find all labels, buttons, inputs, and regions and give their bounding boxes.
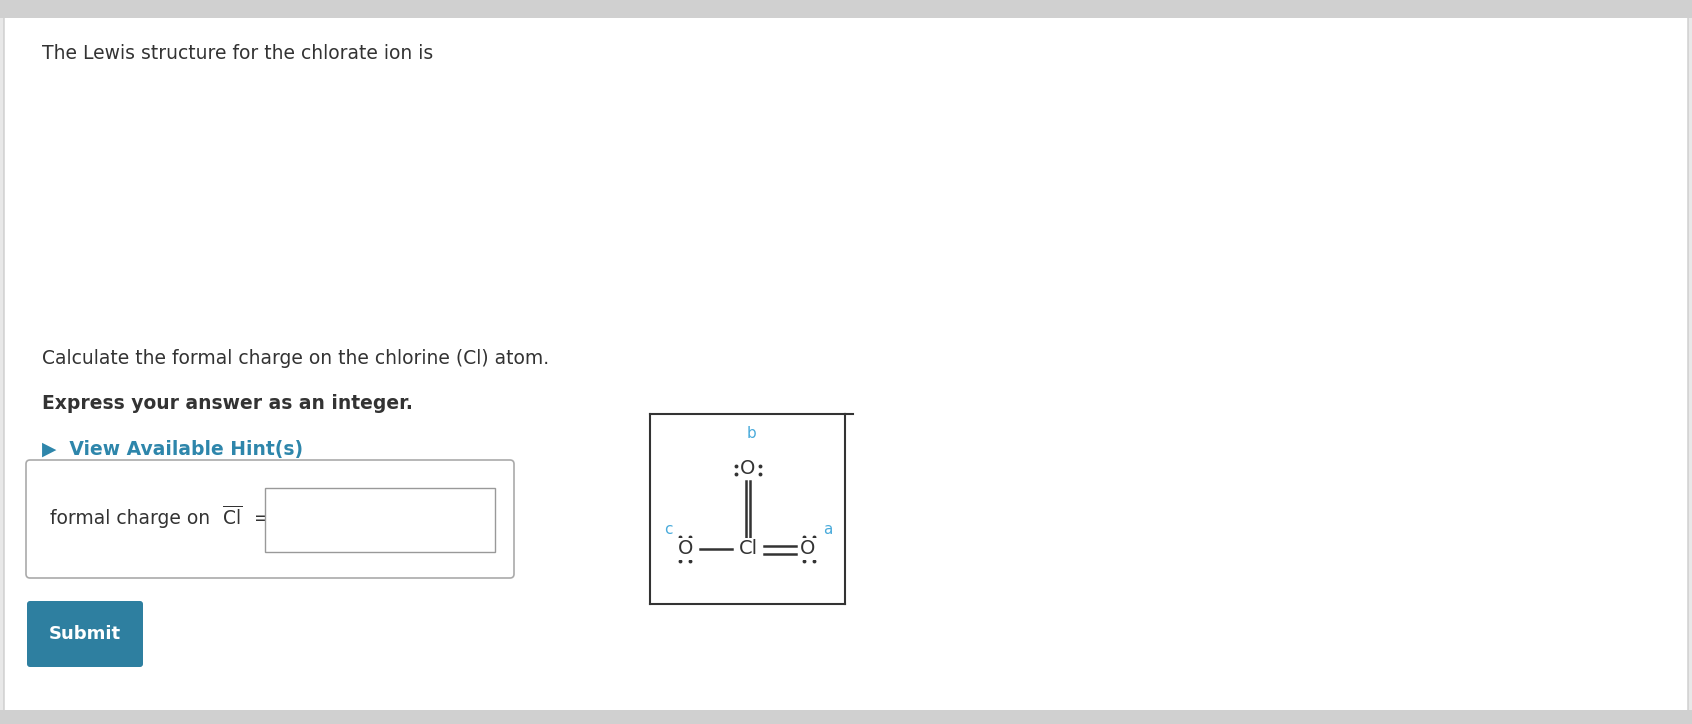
Bar	[0, 710, 1692, 724]
Text: The Lewis structure for the chlorate ion is: The Lewis structure for the chlorate ion…	[42, 44, 433, 63]
FancyBboxPatch shape	[3, 4, 1689, 720]
Text: Cl: Cl	[738, 539, 758, 558]
Text: O: O	[741, 460, 756, 479]
Text: $\mathrm{\overline{Cl}}$: $\mathrm{\overline{Cl}}$	[222, 505, 242, 529]
FancyBboxPatch shape	[27, 601, 144, 667]
Text: ▶  View Available Hint(s): ▶ View Available Hint(s)	[42, 440, 303, 459]
Text: Express your answer as an integer.: Express your answer as an integer.	[42, 394, 413, 413]
Text: O: O	[800, 539, 816, 558]
Text: O: O	[678, 539, 694, 558]
Text: =: =	[249, 510, 269, 529]
FancyBboxPatch shape	[25, 460, 514, 578]
Bar	[0, 0, 1692, 18]
Text: Submit: Submit	[49, 625, 122, 643]
Text: formal charge on: formal charge on	[51, 510, 217, 529]
Text: a: a	[824, 521, 832, 536]
Text: c: c	[663, 521, 672, 536]
Bar	[266, 488, 496, 552]
Text: b: b	[748, 426, 756, 441]
Text: Calculate the formal charge on the chlorine (Cl) atom.: Calculate the formal charge on the chlor…	[42, 349, 550, 368]
